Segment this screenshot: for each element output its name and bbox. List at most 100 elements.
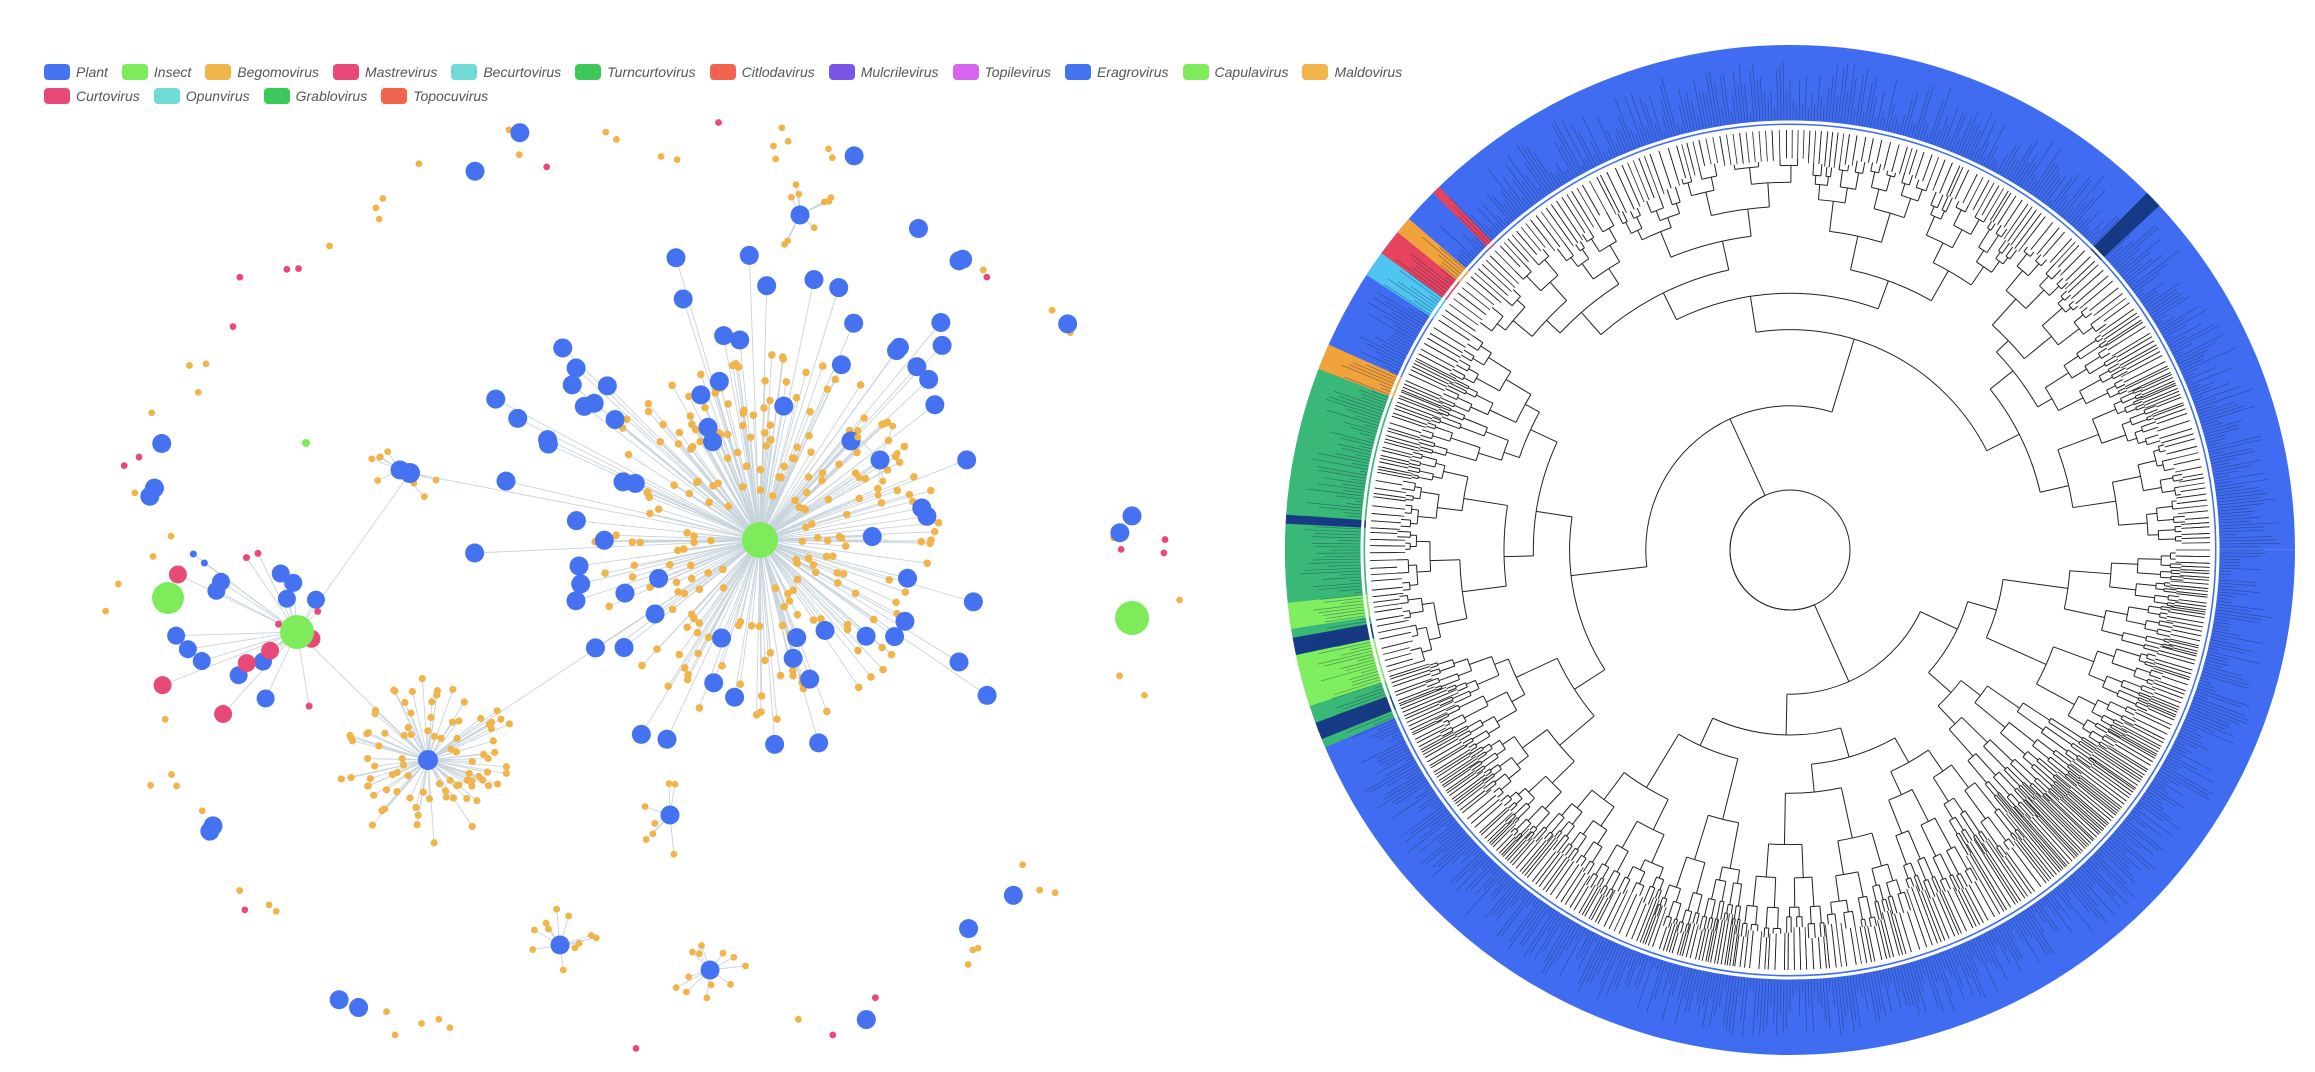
host-ring-segment bbox=[1292, 623, 1375, 655]
leaf-label bbox=[2032, 162, 2056, 196]
begomovirus-node bbox=[638, 661, 646, 670]
leaf-label bbox=[1708, 70, 1719, 127]
legend-item-mulcrilevirus[interactable]: Mulcrilevirus bbox=[828, 64, 939, 80]
tree-branch bbox=[1773, 877, 1777, 908]
leaf-label bbox=[2132, 263, 2168, 291]
network-edge bbox=[393, 689, 429, 761]
tree-leaf-branch bbox=[2003, 199, 2023, 228]
network-edge bbox=[713, 539, 761, 683]
tree-arc bbox=[2134, 396, 2137, 400]
host-virus-network[interactable] bbox=[0, 0, 1260, 1072]
tree-branch bbox=[2070, 745, 2090, 760]
legend-item-insect[interactable]: Insect bbox=[121, 64, 191, 80]
tree-arc bbox=[1633, 214, 1641, 219]
tree-arc bbox=[1566, 255, 1574, 262]
tree-leaf-branch bbox=[1889, 910, 1903, 955]
legend-item-grablovirus[interactable]: Grablovirus bbox=[263, 88, 367, 104]
network-node bbox=[657, 153, 665, 160]
leaf-label bbox=[1581, 164, 1586, 172]
tree-branch bbox=[1435, 462, 1446, 467]
tree-leaf-branch bbox=[1873, 926, 1883, 960]
legend-item-topocuvirus[interactable]: Topocuvirus bbox=[381, 88, 488, 104]
tree-branch bbox=[1450, 437, 1481, 449]
legend-item-plant[interactable]: Plant bbox=[44, 64, 108, 80]
tree-branch bbox=[1546, 834, 1554, 842]
tree-arc bbox=[1493, 716, 1501, 727]
tree-branch bbox=[1840, 727, 1850, 758]
leaf-label bbox=[2159, 769, 2212, 802]
leaf-label bbox=[1991, 160, 1998, 171]
leaf-label bbox=[2216, 492, 2267, 500]
tree-arc bbox=[1586, 236, 1595, 243]
leaf-label bbox=[2070, 197, 2095, 225]
tree-leaf-branch bbox=[1638, 158, 1655, 199]
network-node bbox=[856, 1010, 876, 1030]
tree-leaf-branch bbox=[1962, 173, 1978, 204]
leaf-label bbox=[1752, 978, 1758, 1034]
legend-label: Plant bbox=[76, 64, 108, 80]
legend-item-eragrovirus[interactable]: Eragrovirus bbox=[1064, 64, 1169, 80]
tree-arc bbox=[1636, 882, 1645, 887]
plant-node bbox=[666, 248, 686, 268]
tree-branch bbox=[1441, 678, 1460, 688]
leaf-label bbox=[1902, 99, 1913, 136]
tree-branch bbox=[1532, 826, 1545, 840]
tree-leaf-branch bbox=[1383, 647, 1410, 655]
legend-item-becurtovirus[interactable]: Becurtovirus bbox=[451, 64, 561, 80]
tree-branch bbox=[1493, 787, 1500, 793]
legend-item-citlodavirus[interactable]: Citlodavirus bbox=[709, 64, 815, 80]
tree-leaf-branch bbox=[1571, 191, 1591, 222]
legend-item-curtovirus[interactable]: Curtovirus bbox=[44, 88, 140, 104]
tree-branch bbox=[2145, 640, 2164, 646]
tree-branch bbox=[2143, 426, 2159, 433]
legend-item-opunvirus[interactable]: Opunvirus bbox=[153, 88, 250, 104]
begomovirus-node bbox=[792, 181, 800, 189]
tree-branch bbox=[2167, 599, 2179, 602]
legend-item-topilevirus[interactable]: Topilevirus bbox=[952, 64, 1051, 80]
tree-branch bbox=[2095, 323, 2107, 332]
tree-arc bbox=[1475, 447, 1481, 461]
tree-branch bbox=[1729, 418, 1766, 496]
tree-branch bbox=[1698, 166, 1703, 180]
leaf-label bbox=[1354, 702, 1389, 716]
begomovirus-node bbox=[855, 474, 863, 482]
legend-item-maldovirus[interactable]: Maldovirus bbox=[1302, 64, 1402, 80]
begomovirus-node bbox=[646, 583, 654, 592]
leaf-label bbox=[1595, 935, 1600, 943]
legend-item-capulavirus[interactable]: Capulavirus bbox=[1182, 64, 1288, 80]
phylogenetic-tree[interactable] bbox=[1270, 30, 2310, 1070]
network-node bbox=[265, 901, 273, 909]
tree-leaf-branch bbox=[1449, 774, 1479, 796]
tree-branch bbox=[1397, 571, 1409, 574]
leaf-label bbox=[1313, 603, 1364, 611]
plant-node bbox=[774, 396, 794, 416]
network-node bbox=[418, 1020, 425, 1027]
legend-item-turncurtovirus[interactable]: Turncurtovirus bbox=[575, 64, 696, 80]
tree-branch bbox=[1885, 899, 1890, 911]
network-edge bbox=[718, 381, 761, 541]
tree-arc bbox=[1420, 598, 1424, 612]
tree-branch bbox=[1660, 231, 1672, 258]
legend-item-mastrevirus[interactable]: Mastrevirus bbox=[332, 64, 437, 80]
tree-branch bbox=[1891, 895, 1898, 914]
tree-branch bbox=[1600, 806, 1615, 827]
leaf-label bbox=[2168, 335, 2187, 346]
tree-branch bbox=[2134, 429, 2143, 434]
tree-branch bbox=[1654, 904, 1660, 916]
tree-branch bbox=[1646, 733, 1680, 788]
tree-arc bbox=[1459, 424, 1462, 429]
legend-item-begomovirus[interactable]: Begomovirus bbox=[205, 64, 319, 80]
tree-leaf-branch bbox=[1516, 230, 1538, 255]
begomovirus-node bbox=[400, 731, 408, 740]
leaf-label bbox=[1635, 134, 1641, 148]
tree-leaf-branch bbox=[2069, 789, 2110, 824]
begomovirus-node bbox=[696, 437, 704, 446]
tree-arc bbox=[1449, 432, 1453, 442]
begomovirus-node bbox=[707, 981, 715, 989]
tree-branch bbox=[1409, 459, 1421, 463]
leaf-label bbox=[2017, 153, 2038, 186]
leaf-label bbox=[2009, 919, 2024, 942]
leaf-label bbox=[1386, 339, 1410, 352]
tree-arc bbox=[2147, 605, 2150, 613]
network-node bbox=[261, 641, 280, 660]
